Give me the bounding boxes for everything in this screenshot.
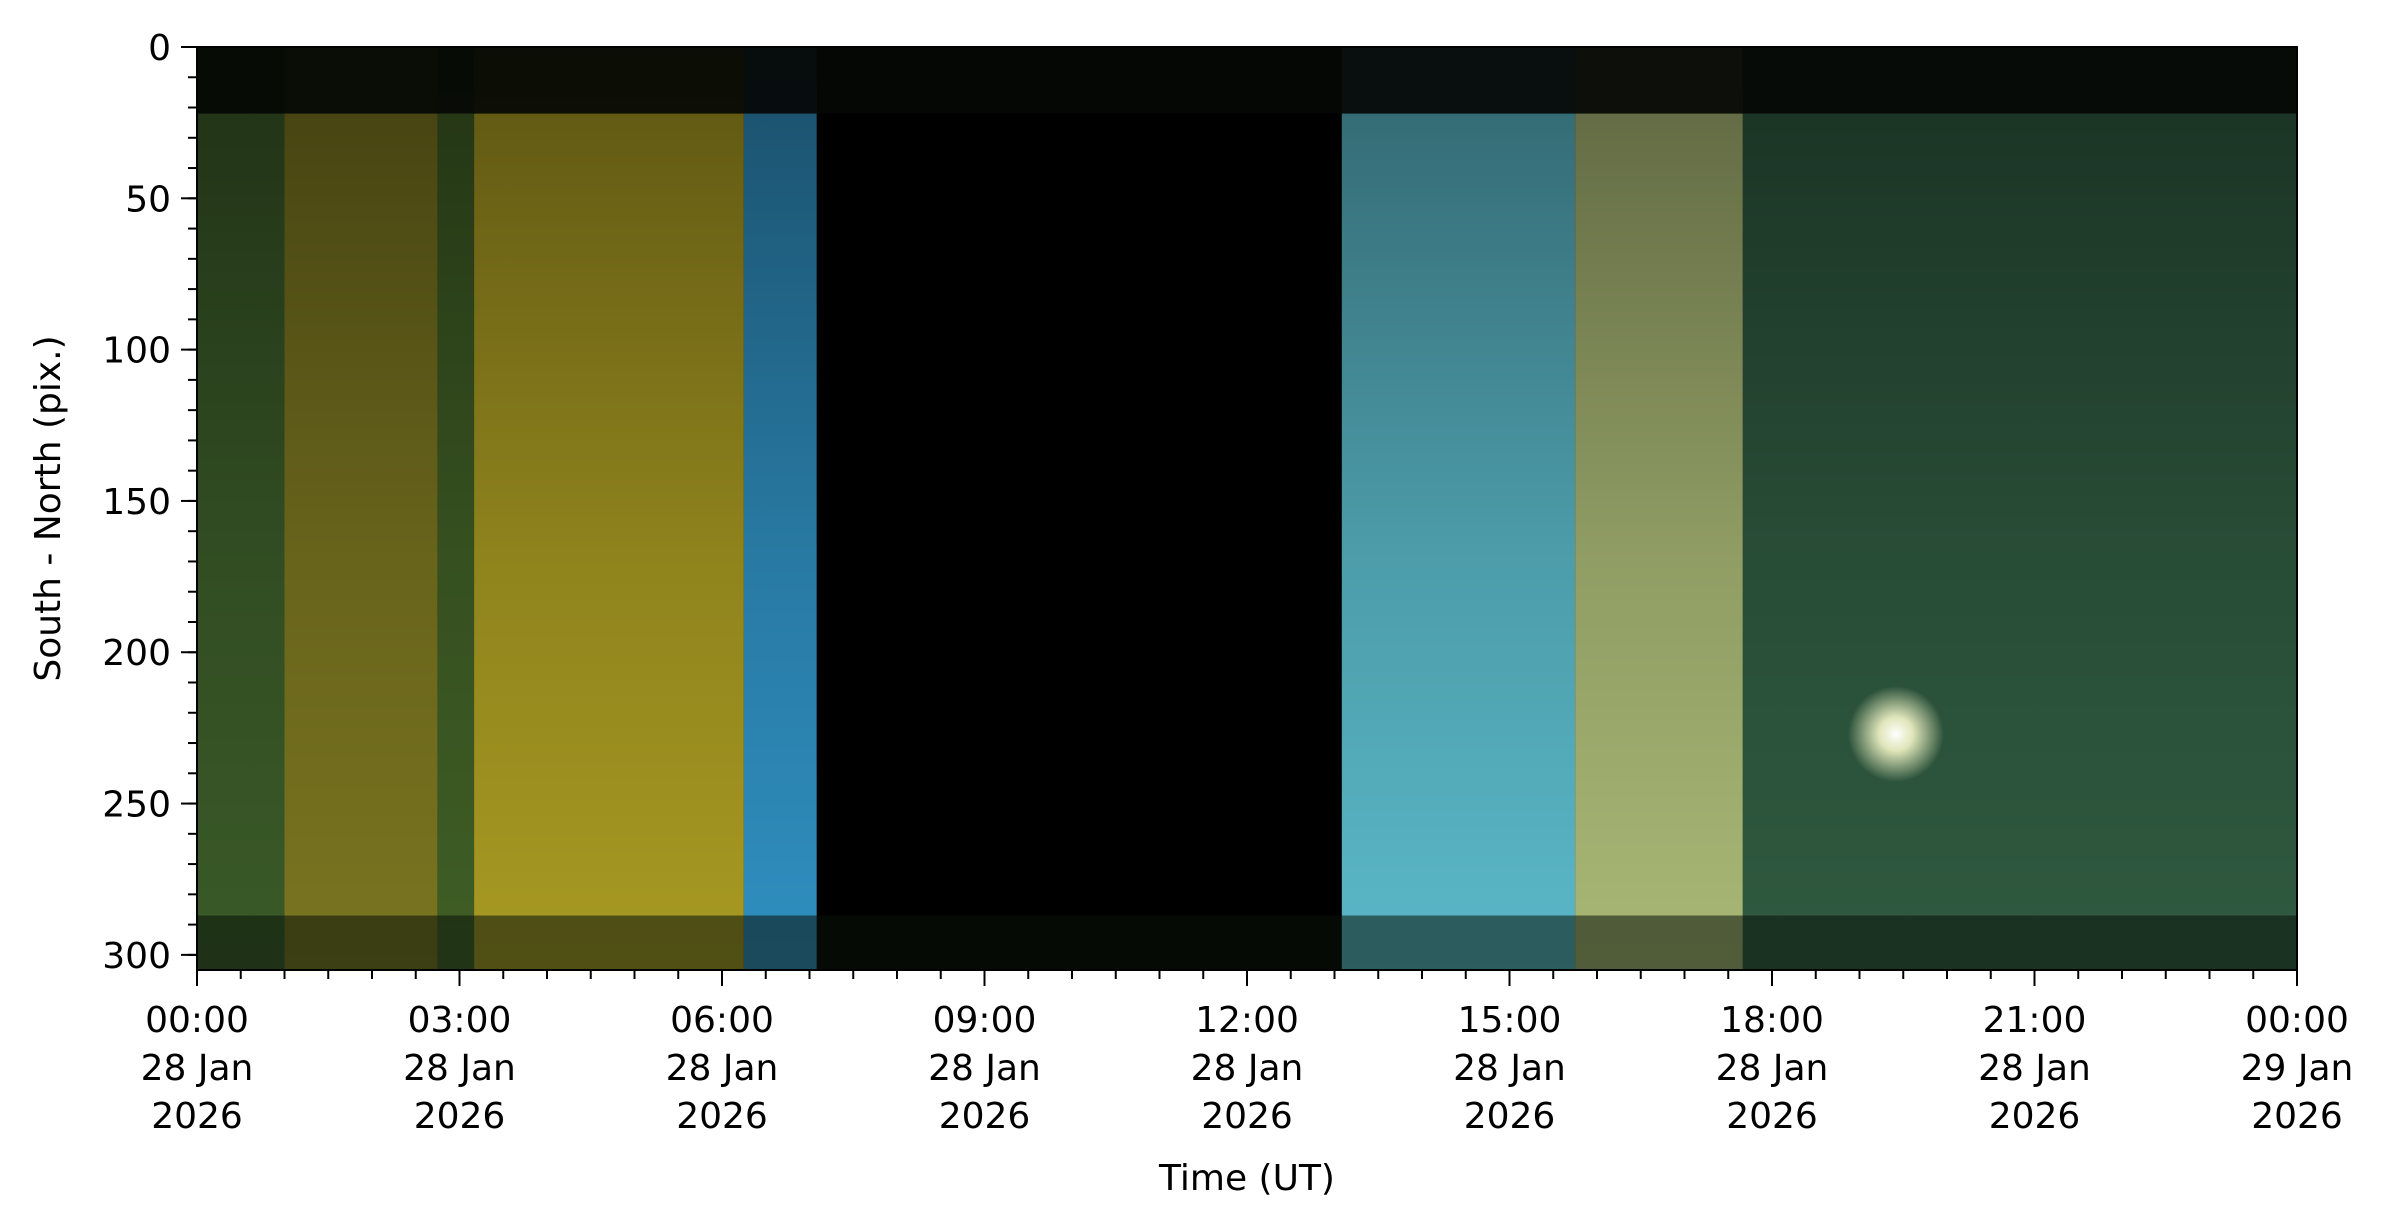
y-tick-label: 100 <box>102 331 171 372</box>
x-tick-label: 09:00 28 Jan 2026 <box>928 1000 1041 1137</box>
x-tick-label: 00:00 29 Jan 2026 <box>2241 1000 2354 1137</box>
x-axis-label: Time (UT) <box>1158 1158 1335 1199</box>
x-tick-label: 03:00 28 Jan 2026 <box>403 1000 516 1137</box>
x-axis: 00:00 28 Jan 2026 03:00 28 Jan 2026 06:00 28 Ja… <box>141 970 2354 1137</box>
x-tick-label: 18:00 28 Jan 2026 <box>1716 1000 1829 1137</box>
keogram-image <box>197 47 2297 970</box>
x-tick-label: 06:00 28 Jan 2026 <box>666 1000 779 1137</box>
top-dark-strip <box>197 47 2297 114</box>
x-tick-label: 12:00 28 Jan 2026 <box>1191 1000 1304 1137</box>
moon-spot <box>1847 685 1944 782</box>
y-tick-label: 250 <box>102 785 171 826</box>
y-tick-label: 200 <box>102 633 171 674</box>
y-axis: 0 50 100 150 200 250 300 <box>102 28 197 977</box>
vertical-shading <box>197 47 2297 970</box>
x-tick-label: 00:00 28 Jan 2026 <box>141 1000 254 1137</box>
y-axis-label: South - North (pix.) <box>28 335 69 681</box>
horizon-strip <box>197 915 2297 970</box>
y-tick-label: 150 <box>102 482 171 523</box>
x-tick-label: 15:00 28 Jan 2026 <box>1453 1000 1566 1137</box>
y-tick-label: 0 <box>148 28 171 69</box>
y-tick-label: 300 <box>102 936 171 977</box>
x-tick-label: 21:00 28 Jan 2026 <box>1978 1000 2091 1137</box>
y-tick-label: 50 <box>125 179 171 220</box>
